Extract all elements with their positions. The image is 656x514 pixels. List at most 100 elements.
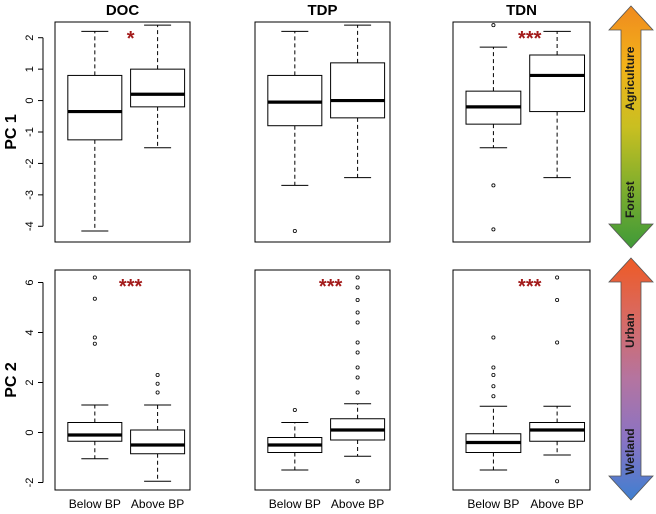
outlier-point — [555, 275, 560, 280]
arrow-layer: Agriculture Forest Urban Wetland — [608, 5, 654, 501]
significance-marker: * — [127, 28, 135, 50]
outlier-point — [355, 297, 360, 302]
outlier-point — [355, 350, 360, 355]
box-above-bp — [330, 24, 386, 179]
arrow-label-top: Urban — [623, 313, 637, 348]
outlier-point — [92, 275, 97, 280]
double-arrow — [608, 5, 654, 249]
iqr-box — [130, 68, 186, 108]
box-below-bp — [267, 30, 323, 233]
y-axis: 6 4 2 0 -2 — [24, 279, 44, 488]
outlier-point — [491, 335, 496, 340]
box-below-bp — [267, 407, 323, 471]
box-above-bp — [529, 30, 586, 179]
box-below-bp — [67, 275, 123, 460]
panel-pc1-doc: * 2 1 0 -1 -2 -3 -4 — [24, 21, 191, 243]
y-tick-label: 1 — [24, 66, 36, 72]
x-tick-label: Below BP — [467, 497, 519, 511]
column-title-tdp: TDP — [308, 2, 338, 19]
y-tick-label: -4 — [24, 221, 36, 231]
significance-marker: *** — [518, 28, 542, 50]
panel-pc1-tdp — [254, 21, 391, 243]
y-tick-label: -2 — [24, 159, 36, 169]
panel-frame — [54, 21, 191, 243]
y-tick-label: 0 — [24, 98, 36, 104]
y-tick-label: 2 — [24, 379, 36, 385]
outlier-point — [491, 394, 496, 399]
outlier-point — [155, 381, 160, 386]
panel-pc2-tdp: *** — [254, 269, 391, 491]
outlier-point — [155, 372, 160, 377]
column-title-doc: DOC — [106, 2, 140, 19]
panel-pc1-tdn: *** — [452, 21, 591, 243]
outlier-point — [491, 372, 496, 377]
panel-pc2-tdn: *** — [452, 269, 591, 491]
outlier-point — [555, 297, 560, 302]
outlier-point — [292, 407, 297, 412]
gradient-arrow-pc2: Urban Wetland — [608, 257, 654, 501]
iqr-box — [67, 74, 123, 141]
box-above-bp — [130, 24, 186, 149]
x-tick-label: Above BP — [530, 497, 583, 511]
outlier-point — [491, 384, 496, 389]
y-tick-label: 0 — [24, 429, 36, 435]
x-tick-label: Below BP — [269, 497, 321, 511]
arrow-label-top: Agriculture — [623, 46, 637, 110]
y-tick-label: 6 — [24, 279, 36, 285]
outlier-point — [355, 320, 360, 325]
outlier-point — [355, 365, 360, 370]
outlier-point — [155, 390, 160, 395]
outlier-point — [491, 227, 496, 232]
panel-frame — [452, 21, 591, 243]
y-axis: 2 1 0 -1 -2 -3 -4 — [24, 35, 44, 231]
column-title-tdn: TDN — [506, 2, 537, 19]
outlier-point — [491, 183, 496, 188]
y-tick-label: 4 — [24, 329, 36, 335]
outlier-point — [355, 375, 360, 380]
significance-marker: *** — [119, 276, 143, 298]
outlier-point — [491, 365, 496, 370]
y-tick-label: -2 — [24, 478, 36, 488]
panel-layer: * 2 1 0 -1 -2 -3 -4 *** *** 6 4 2 0 -2 *** *** — [24, 21, 591, 491]
box-above-bp — [130, 372, 186, 482]
box-above-bp — [330, 275, 386, 484]
label-layer: DOC TDP TDN PC 1 PC 2 Below BP Above BP Below B… — [3, 2, 584, 511]
arrow-label-bottom: Forest — [623, 181, 637, 218]
panel-pc2-doc: *** 6 4 2 0 -2 — [24, 269, 191, 491]
x-tick-label: Below BP — [69, 497, 121, 511]
arrow-label-bottom: Wetland — [623, 428, 637, 474]
outlier-point — [355, 479, 360, 484]
outlier-point — [92, 335, 97, 340]
outlier-point — [292, 228, 297, 233]
row-title-pc2: PC 2 — [3, 362, 20, 398]
outlier-point — [355, 285, 360, 290]
outlier-point — [92, 341, 97, 346]
significance-marker: *** — [518, 276, 542, 298]
box-above-bp — [529, 275, 586, 484]
iqr-box — [130, 429, 186, 455]
iqr-box — [67, 422, 123, 442]
x-tick-label: Above BP — [131, 497, 184, 511]
double-arrow — [608, 257, 654, 501]
y-tick-label: 2 — [24, 35, 36, 41]
box-below-bp — [67, 30, 123, 232]
outlier-point — [555, 340, 560, 345]
panel-frame — [452, 269, 591, 491]
panel-frame — [254, 269, 391, 491]
outlier-point — [355, 340, 360, 345]
iqr-box — [529, 422, 586, 442]
y-tick-label: -1 — [24, 127, 36, 137]
panel-frame — [254, 21, 391, 243]
panel-frame — [54, 269, 191, 491]
gradient-arrow-pc1: Agriculture Forest — [608, 5, 654, 249]
significance-marker: *** — [319, 276, 343, 298]
row-title-pc1: PC 1 — [3, 114, 20, 150]
y-tick-label: -3 — [24, 190, 36, 200]
outlier-point — [555, 479, 560, 484]
iqr-box — [330, 62, 386, 119]
iqr-box — [529, 54, 586, 113]
outlier-point — [92, 296, 97, 301]
outlier-point — [491, 23, 496, 28]
box-below-bp — [465, 23, 522, 232]
